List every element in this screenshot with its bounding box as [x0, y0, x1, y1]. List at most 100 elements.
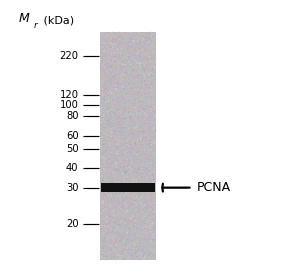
Point	[139, 63, 143, 68]
Point	[131, 112, 136, 116]
Point	[152, 197, 156, 201]
Point	[126, 79, 130, 84]
Point	[108, 104, 113, 109]
Point	[138, 233, 142, 237]
Point	[150, 239, 155, 243]
Point	[147, 154, 151, 158]
Point	[113, 87, 118, 92]
Point	[127, 77, 131, 81]
Point	[128, 113, 132, 118]
Point	[152, 64, 156, 68]
Point	[115, 196, 120, 201]
Point	[114, 88, 119, 92]
Point	[105, 174, 110, 179]
Point	[151, 44, 156, 49]
Point	[146, 55, 150, 60]
Point	[125, 243, 129, 247]
Point	[113, 190, 118, 195]
Point	[144, 257, 148, 261]
Point	[138, 56, 142, 60]
Point	[147, 166, 152, 170]
Point	[136, 129, 141, 133]
Point	[123, 99, 127, 104]
Point	[98, 93, 103, 98]
Point	[117, 231, 122, 235]
Point	[115, 121, 119, 126]
Point	[115, 132, 120, 136]
Point	[144, 186, 149, 191]
Point	[106, 87, 110, 91]
Point	[129, 83, 134, 87]
Point	[141, 176, 145, 180]
Point	[141, 135, 146, 139]
Point	[139, 59, 144, 64]
Point	[150, 55, 155, 59]
Point	[145, 76, 150, 80]
Point	[130, 86, 134, 90]
Point	[151, 158, 156, 163]
Point	[110, 251, 115, 255]
Point	[112, 41, 116, 46]
Point	[151, 159, 156, 164]
Point	[123, 150, 128, 155]
Point	[110, 184, 115, 188]
Point	[120, 72, 125, 76]
Point	[115, 181, 119, 185]
Point	[99, 96, 103, 101]
Point	[151, 177, 156, 181]
Point	[143, 104, 148, 109]
Point	[100, 250, 105, 255]
Point	[144, 31, 149, 36]
Point	[131, 234, 136, 238]
Point	[133, 141, 138, 146]
Point	[134, 251, 138, 255]
Point	[119, 168, 124, 172]
Point	[137, 126, 142, 130]
Point	[120, 164, 124, 168]
Point	[119, 35, 124, 39]
Point	[133, 181, 137, 185]
Point	[144, 242, 149, 247]
Point	[133, 222, 138, 227]
Point	[107, 136, 112, 141]
Point	[103, 143, 107, 147]
Point	[149, 187, 153, 191]
Point	[101, 244, 105, 249]
Point	[109, 118, 113, 123]
Point	[152, 31, 156, 36]
Point	[139, 76, 144, 81]
Point	[148, 173, 153, 178]
Point	[116, 236, 120, 240]
Point	[106, 139, 110, 144]
Point	[132, 40, 136, 44]
Point	[114, 123, 119, 127]
Point	[147, 40, 152, 44]
Point	[149, 62, 153, 66]
Point	[100, 105, 104, 110]
Point	[144, 155, 148, 160]
Point	[121, 42, 125, 46]
Point	[148, 143, 153, 148]
Point	[102, 220, 106, 225]
Point	[102, 67, 106, 71]
Point	[128, 188, 133, 192]
Point	[149, 47, 154, 51]
Point	[114, 197, 119, 202]
Point	[115, 65, 120, 70]
Point	[140, 226, 144, 230]
Point	[143, 119, 147, 123]
Point	[107, 212, 112, 216]
Point	[120, 163, 125, 168]
Point	[142, 113, 146, 117]
Point	[125, 45, 130, 49]
Point	[117, 163, 121, 167]
Point	[112, 52, 117, 56]
Point	[153, 80, 158, 84]
Point	[108, 214, 113, 219]
Point	[128, 58, 133, 63]
Point	[123, 85, 128, 89]
Point	[132, 249, 136, 254]
Text: 60: 60	[66, 131, 78, 141]
Point	[117, 61, 122, 66]
Point	[144, 138, 148, 143]
